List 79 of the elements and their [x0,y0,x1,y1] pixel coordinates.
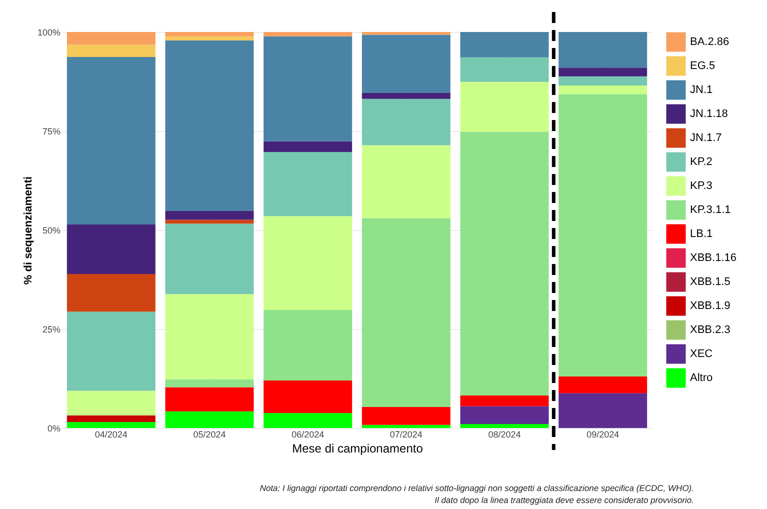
bar [558,32,648,68]
x-tick-label: 05/2024 [193,430,226,440]
bar [165,36,254,40]
bar [460,396,549,406]
bar [460,406,549,424]
bar [66,312,156,391]
y-tick-label: 50% [42,226,60,236]
bar [66,224,156,274]
bar [264,412,352,428]
legend-label: LB.1 [690,228,713,240]
bar [362,98,450,146]
legend-label: EG.5 [690,60,716,72]
bar [264,152,352,216]
x-tick-label: 07/2024 [390,430,422,440]
legend-label: JN.1.7 [690,132,722,144]
bar [66,44,156,57]
bar [165,294,254,380]
bar [558,68,648,76]
bar [165,32,254,36]
bar [362,145,450,218]
bar [460,424,549,428]
bar [362,32,450,35]
bar [460,57,549,82]
bar [558,376,648,394]
legend-label: Altro [690,372,713,384]
bar [66,56,156,224]
bar [66,274,156,312]
legend-label: XBB.2.3 [690,324,730,336]
legend-label: KP.3.1.1 [690,204,731,216]
bar [558,85,648,94]
x-axis-title: Mese di campionamento [292,442,424,456]
bar [558,393,648,428]
legend-label: XEC [690,348,713,360]
bar [66,32,156,45]
bar [264,310,352,380]
legend-label: XBB.1.9 [690,300,730,312]
bar [460,132,549,396]
bar [362,218,450,408]
bar [165,40,254,211]
bar [264,380,352,413]
legend-label: JN.1.18 [690,108,728,120]
legend-label: KP.3 [690,180,712,192]
bar [558,76,648,86]
bar [362,92,450,99]
x-tick-label: 09/2024 [586,430,620,440]
bar [460,82,549,132]
bar [66,422,156,428]
y-tick-label: 0% [47,424,60,434]
bar [66,390,156,416]
bar [264,36,352,142]
text: Il dato dopo la linea tratteggiata deve essere considerato provvisorio. [434,495,694,505]
bar [165,220,254,224]
legend-label: XBB.1.5 [690,276,730,288]
bar [362,407,450,425]
bar [460,32,549,58]
bar [362,424,450,428]
legend-label: BA.2.86 [690,36,730,48]
bar [165,224,254,294]
bar [165,379,254,388]
y-tick-label: 75% [42,126,60,136]
legend-label: JN.1 [690,84,713,96]
y-axis-title: % di sequenziamenti [22,176,34,285]
x-tick-label: 06/2024 [292,430,324,440]
y-tick-label: 25% [42,324,60,334]
y-tick-label: 100% [37,28,60,38]
bar [165,411,254,428]
bar [558,94,648,377]
x-tick-label: 04/2024 [94,430,128,440]
bar [165,210,254,220]
bar [165,387,254,412]
text: Nota: I lignaggi riportati comprendono i relativi sotto-lignaggi non soggetti a classificazione specifica (ECDC, WHO). [260,483,694,493]
bar [264,141,352,152]
x-tick-label: 08/2024 [488,430,521,440]
bar [362,34,450,93]
bar [66,415,156,422]
bar [264,32,352,36]
bar [264,216,352,310]
legend-label: XBB.1.16 [690,252,736,264]
legend-label: KP.2 [690,156,712,168]
